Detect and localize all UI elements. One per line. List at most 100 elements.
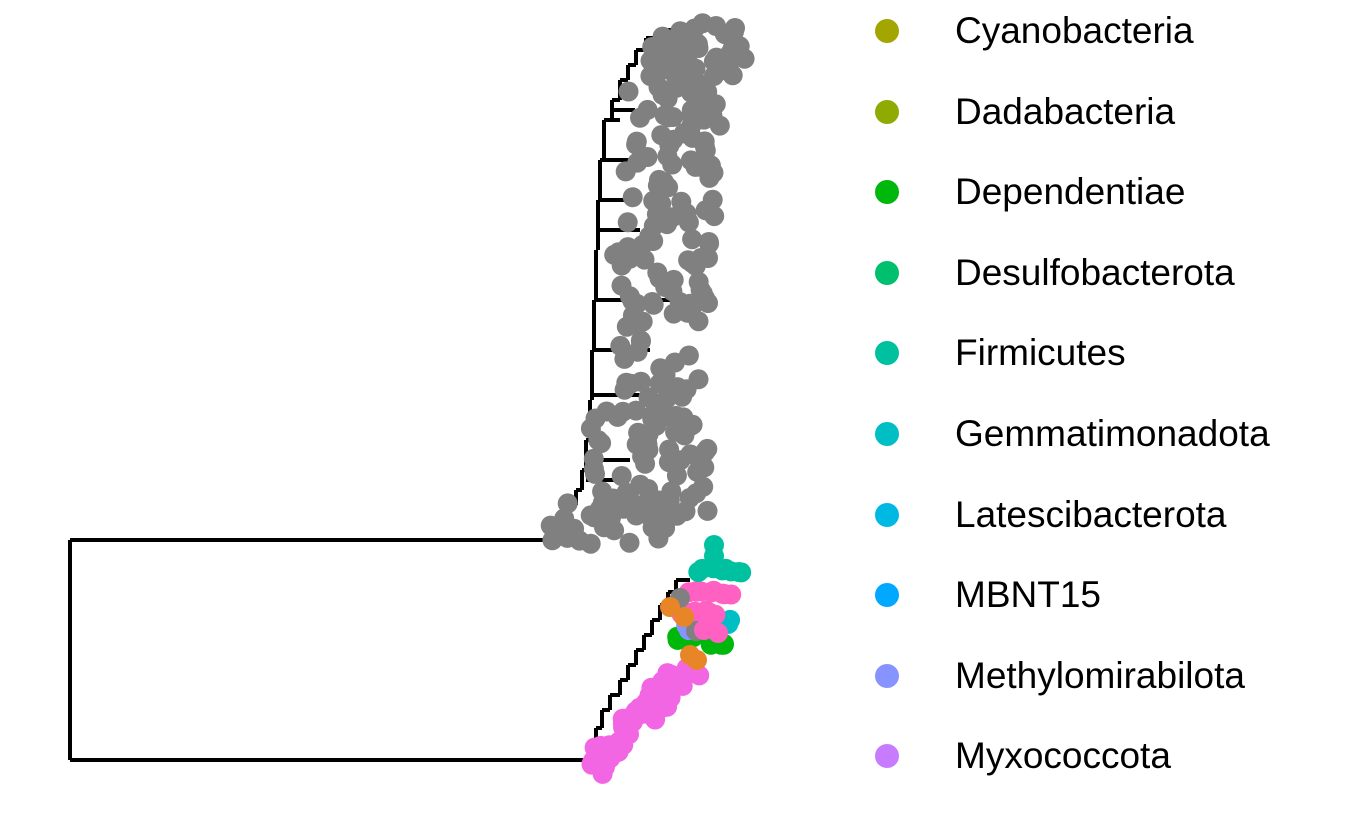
tip-point xyxy=(585,463,605,484)
tip-point xyxy=(704,546,724,566)
legend-item-myxococcota: Myxococcota xyxy=(870,736,1340,776)
tip-point xyxy=(674,607,694,627)
legend-label: Desulfobacterota xyxy=(955,251,1235,293)
tip-point xyxy=(698,248,718,268)
tip-point xyxy=(616,372,637,393)
tip-point xyxy=(679,488,700,508)
tip-point xyxy=(647,60,668,81)
tip-point xyxy=(695,442,715,462)
tip-point xyxy=(557,493,578,514)
legend-item-dadabacteria: Dadabacteria xyxy=(870,90,1340,132)
tip-point xyxy=(661,481,682,502)
tip-point xyxy=(557,527,578,548)
tip-point xyxy=(677,302,698,323)
legend-swatch xyxy=(875,744,899,769)
tip-point xyxy=(631,371,651,392)
tip-point xyxy=(648,77,669,98)
tip-point xyxy=(706,16,726,36)
tip-point xyxy=(698,293,718,313)
tip-point xyxy=(647,262,668,283)
legend-item-dependentiae: Dependentiae xyxy=(870,172,1340,212)
tip-point xyxy=(678,345,699,366)
tip-point xyxy=(658,107,679,128)
tip-point xyxy=(721,584,742,605)
tip-point xyxy=(543,516,564,537)
tip-point xyxy=(685,156,706,177)
legend-label: MBNT15 xyxy=(955,574,1101,616)
tip-point xyxy=(668,68,688,89)
tree-branches xyxy=(68,23,710,762)
tree-tips xyxy=(540,13,755,784)
legend-label: Cyanobacteria xyxy=(955,10,1194,51)
tip-point xyxy=(580,505,601,526)
legend-label: Methylomirabilota xyxy=(955,654,1245,696)
tip-point xyxy=(617,212,638,233)
tip-point xyxy=(592,481,613,502)
tip-point xyxy=(655,365,676,385)
legend-label: Dependentiae xyxy=(955,171,1186,213)
tip-point xyxy=(611,275,632,296)
legend-swatch xyxy=(875,502,899,527)
tip-point xyxy=(681,82,701,103)
tip-point xyxy=(626,495,647,515)
tip-point xyxy=(722,65,743,86)
tip-point xyxy=(666,405,686,426)
tip-point xyxy=(672,386,693,407)
tip-point xyxy=(619,532,640,553)
legend-label: Dadabacteria xyxy=(955,90,1176,132)
tip-point xyxy=(725,18,745,38)
legend-item-gemmatimonadota: Gemmatimonadota xyxy=(870,412,1340,454)
tip-point xyxy=(657,214,677,235)
tip-point xyxy=(583,448,604,469)
legend-swatch xyxy=(875,260,899,285)
tip-point xyxy=(694,96,714,117)
legend-swatch xyxy=(875,180,899,205)
legend-swatch xyxy=(875,99,899,124)
tip-point xyxy=(681,415,702,436)
legend-item-cyanobacteria: Cyanobacteria xyxy=(870,11,1340,51)
legend-swatch xyxy=(875,19,899,43)
tip-point xyxy=(660,597,680,617)
legend-item-methylomirabilota: Methylomirabilota xyxy=(870,654,1340,696)
legend-item-mbnt15: MBNT15 xyxy=(870,575,1340,615)
tip-point xyxy=(693,476,714,497)
tip-point xyxy=(706,47,727,68)
tip-point xyxy=(697,500,718,521)
tip-point xyxy=(594,517,614,538)
tip-point xyxy=(607,406,628,427)
tip-point xyxy=(642,292,663,312)
tip-point xyxy=(618,81,639,102)
tip-point xyxy=(682,229,703,250)
tip-point xyxy=(671,191,692,212)
tip-point xyxy=(651,193,672,214)
tip-point xyxy=(584,737,605,758)
tip-point xyxy=(612,733,633,754)
tip-point xyxy=(580,418,601,439)
tip-point xyxy=(662,154,683,175)
tip-point xyxy=(634,249,655,270)
tip-point xyxy=(622,187,643,208)
tip-point xyxy=(688,369,709,390)
tip-point xyxy=(628,422,649,443)
tip-point xyxy=(666,465,687,486)
legend-swatch xyxy=(875,421,899,446)
legend-label: Latescibacterota xyxy=(955,493,1227,535)
tip-point xyxy=(600,748,621,768)
legend-item-latescibacterota: Latescibacterota xyxy=(870,493,1340,535)
tip-point xyxy=(627,152,648,173)
tip-point xyxy=(649,520,670,541)
tip-point xyxy=(703,580,724,601)
tip-point xyxy=(695,200,716,221)
legend: Cyanobacteria Dadabacteria Dependentiae … xyxy=(870,11,1340,817)
tip-point xyxy=(674,123,695,143)
tip-point xyxy=(670,450,691,471)
tip-point xyxy=(686,581,707,602)
legend-swatch xyxy=(875,663,899,688)
tip-point xyxy=(619,248,640,269)
legend-label: Myxococcota xyxy=(955,735,1171,777)
legend-label: Gemmatimonadota xyxy=(955,412,1270,454)
tip-point xyxy=(629,697,650,718)
tip-point xyxy=(688,38,709,58)
tip-point xyxy=(651,125,672,146)
tip-point xyxy=(687,650,707,670)
